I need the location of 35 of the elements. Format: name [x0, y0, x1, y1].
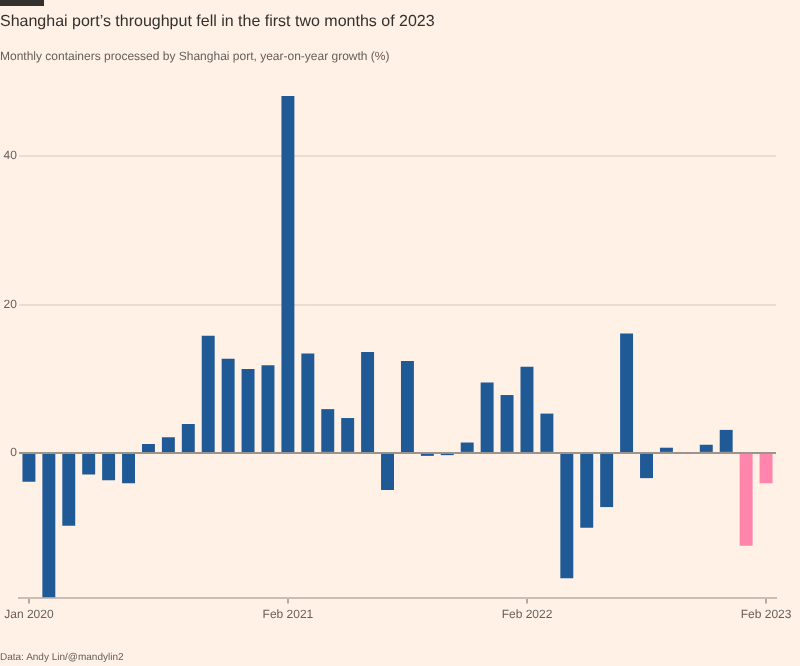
bar	[141, 444, 155, 452]
bar	[82, 453, 96, 475]
bar	[361, 351, 375, 452]
bar	[321, 409, 335, 452]
bar	[759, 453, 773, 484]
bar	[400, 360, 414, 452]
bar	[560, 453, 574, 579]
bar	[739, 453, 753, 546]
bar	[699, 444, 713, 452]
bar	[221, 358, 235, 452]
bar	[201, 335, 215, 452]
bar	[301, 353, 315, 452]
bar	[281, 96, 295, 452]
bar	[580, 453, 594, 528]
bar	[540, 413, 554, 452]
bar	[181, 423, 195, 452]
bar	[719, 429, 733, 452]
bar	[122, 453, 135, 484]
bar	[261, 365, 275, 452]
bar	[102, 453, 116, 481]
bar	[620, 333, 634, 452]
bar	[520, 366, 534, 452]
bar	[500, 395, 514, 452]
bar	[600, 453, 614, 508]
chart-title: Shanghai port’s throughput fell in the first two months of 2023	[0, 12, 435, 32]
bar	[640, 453, 653, 479]
bar	[480, 382, 494, 452]
bar	[241, 369, 255, 452]
bar	[22, 453, 36, 482]
bar	[62, 453, 76, 526]
bar	[381, 453, 394, 491]
bar	[341, 418, 355, 452]
bar	[460, 442, 474, 452]
bar	[42, 453, 56, 598]
bar	[161, 437, 175, 452]
